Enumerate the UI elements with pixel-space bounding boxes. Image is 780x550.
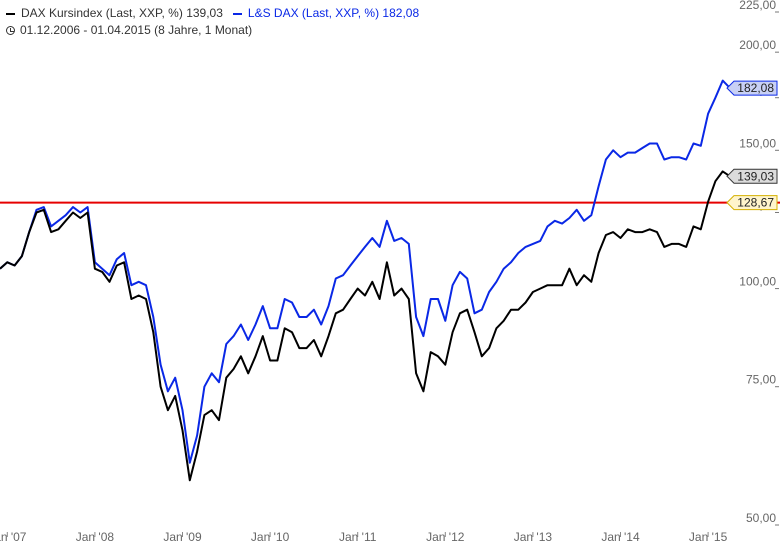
y-tick-label: 150,00 (739, 136, 776, 150)
legend-value-ls-dax: 182,08 (382, 6, 420, 20)
chart-legend: DAX Kursindex (Last, XXP, %) 139,03 L&S … (6, 5, 429, 39)
y-tick-label: 75,00 (746, 373, 776, 387)
legend-swatch-dax (6, 12, 15, 15)
x-axis: Jan '07 Jan '08 Jan '09 Jan '10 Jan '11 Jan '… (0, 530, 728, 544)
badge-ls-dax-text: 182,08 (737, 81, 774, 95)
badge-dax-shape (726, 168, 778, 184)
period-label: 01.12.2006 - 01.04.2015 (8 Jahre, 1 Mona… (20, 23, 253, 37)
legend-series-row: DAX Kursindex (Last, XXP, %) 139,03 L&S … (6, 5, 429, 22)
x-tick-label: Jan '14 (601, 530, 640, 544)
badge-reference-shape (726, 195, 778, 211)
x-tick-label: Jan '11 (339, 530, 377, 544)
series-layer (0, 79, 731, 482)
y-tick-label: 225,00 (739, 0, 776, 12)
legend-swatch-ls-dax (232, 12, 242, 15)
x-tick-label: Jan '07 (0, 530, 27, 544)
x-tick-label: Jan '13 (514, 530, 553, 544)
clock-icon (6, 26, 15, 35)
legend-value-dax: 139,03 (186, 6, 223, 20)
x-tick-label: Jan '15 (689, 530, 728, 544)
badge-dax-text: 139,03 (737, 169, 774, 183)
legend-item-dax: DAX Kursindex (Last, XXP, %) 139,03 (6, 5, 223, 22)
y-axis: 50,0075,00100,00125,00150,00175,00200,00… (739, 0, 779, 526)
y-tick-label: 100,00 (739, 275, 776, 289)
y-tick-label: 50,00 (746, 511, 776, 525)
badge-ls-dax-shape (726, 80, 778, 96)
series-dax-line (0, 170, 731, 482)
legend-label-ls-dax: L&S DAX (Last, XXP, %) (247, 6, 380, 20)
x-tick-label: Jan '12 (426, 530, 465, 544)
legend-period-row: 01.12.2006 - 01.04.2015 (8 Jahre, 1 Mona… (6, 22, 429, 39)
x-tick-label: Jan '10 (251, 530, 290, 544)
legend-item-ls-dax: L&S DAX (Last, XXP, %) 182,08 (232, 5, 420, 22)
x-tick-label: Jan '08 (76, 530, 115, 544)
series-ls-dax-line (0, 79, 731, 464)
y-tick-label: 200,00 (739, 38, 776, 52)
x-tick-label: Jan '09 (163, 530, 202, 544)
badge-reference-text: 128,67 (737, 196, 774, 210)
legend-label-dax: DAX Kursindex (Last, XXP, %) (21, 6, 183, 20)
value-badges: 182,08 139,03 128,67 (726, 80, 778, 211)
